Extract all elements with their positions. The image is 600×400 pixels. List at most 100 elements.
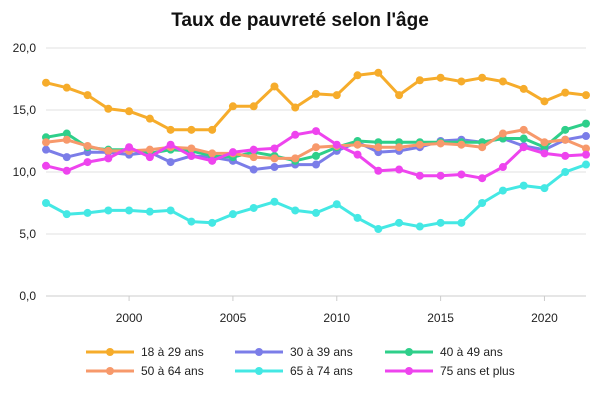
data-point[interactable]: [312, 127, 320, 136]
data-point[interactable]: [42, 78, 50, 87]
data-point[interactable]: [83, 141, 92, 150]
legend-item[interactable]: 40 à 49 ans: [385, 345, 503, 359]
legend-item[interactable]: 65 à 74 ans: [235, 364, 353, 378]
data-point[interactable]: [249, 153, 258, 162]
data-point[interactable]: [83, 158, 92, 167]
data-point[interactable]: [519, 125, 528, 134]
data-point[interactable]: [249, 203, 258, 212]
data-point[interactable]: [540, 184, 549, 193]
data-point[interactable]: [353, 140, 362, 149]
data-point[interactable]: [415, 171, 424, 180]
data-point[interactable]: [187, 151, 196, 160]
data-point[interactable]: [498, 77, 507, 86]
data-point[interactable]: [104, 146, 113, 155]
data-point[interactable]: [270, 163, 279, 172]
data-point[interactable]: [62, 153, 71, 162]
data-point[interactable]: [249, 165, 258, 174]
data-point[interactable]: [62, 135, 71, 144]
data-point[interactable]: [519, 143, 528, 152]
legend-item[interactable]: 18 à 29 ans: [86, 345, 204, 359]
data-point[interactable]: [519, 181, 528, 190]
data-point[interactable]: [374, 225, 383, 234]
data-point[interactable]: [166, 158, 175, 167]
data-point[interactable]: [519, 134, 528, 143]
data-point[interactable]: [582, 132, 590, 141]
data-point[interactable]: [42, 199, 50, 207]
data-point[interactable]: [312, 89, 320, 98]
data-point[interactable]: [582, 119, 590, 128]
data-point[interactable]: [312, 208, 320, 217]
data-point[interactable]: [312, 151, 320, 160]
data-point[interactable]: [208, 218, 217, 227]
data-point[interactable]: [498, 129, 507, 138]
data-point[interactable]: [125, 206, 134, 215]
data-point[interactable]: [291, 130, 300, 139]
data-point[interactable]: [62, 210, 71, 219]
data-point[interactable]: [582, 160, 590, 169]
data-point[interactable]: [498, 163, 507, 172]
data-point[interactable]: [478, 73, 487, 82]
data-point[interactable]: [187, 125, 196, 134]
data-point[interactable]: [83, 91, 92, 100]
data-point[interactable]: [582, 144, 590, 153]
data-point[interactable]: [395, 143, 404, 152]
data-point[interactable]: [104, 154, 113, 163]
data-point[interactable]: [62, 166, 71, 175]
data-point[interactable]: [208, 125, 217, 134]
data-point[interactable]: [62, 83, 71, 92]
legend-item[interactable]: 50 à 64 ans: [86, 364, 204, 378]
data-point[interactable]: [291, 103, 300, 112]
data-point[interactable]: [145, 207, 154, 216]
data-point[interactable]: [415, 140, 424, 149]
data-point[interactable]: [208, 149, 217, 158]
data-point[interactable]: [166, 140, 175, 149]
data-point[interactable]: [374, 143, 383, 152]
data-point[interactable]: [228, 102, 237, 111]
data-point[interactable]: [498, 186, 507, 195]
data-point[interactable]: [561, 125, 570, 134]
data-point[interactable]: [42, 138, 50, 147]
legend-item[interactable]: 30 à 39 ans: [235, 345, 353, 359]
data-point[interactable]: [249, 145, 258, 154]
data-point[interactable]: [249, 102, 258, 111]
data-point[interactable]: [540, 138, 549, 147]
data-point[interactable]: [104, 104, 113, 113]
data-point[interactable]: [540, 97, 549, 106]
data-point[interactable]: [540, 149, 549, 158]
data-point[interactable]: [374, 68, 383, 77]
data-point[interactable]: [561, 168, 570, 176]
data-point[interactable]: [395, 91, 404, 100]
data-point[interactable]: [145, 153, 154, 162]
data-point[interactable]: [125, 107, 134, 116]
data-point[interactable]: [42, 161, 50, 170]
data-point[interactable]: [270, 82, 279, 91]
data-point[interactable]: [478, 199, 487, 207]
data-point[interactable]: [478, 174, 487, 183]
data-point[interactable]: [166, 206, 175, 215]
data-point[interactable]: [270, 197, 279, 206]
data-point[interactable]: [353, 213, 362, 222]
data-point[interactable]: [395, 165, 404, 174]
data-point[interactable]: [561, 135, 570, 144]
data-point[interactable]: [561, 151, 570, 160]
data-point[interactable]: [83, 208, 92, 217]
data-point[interactable]: [582, 150, 590, 159]
data-point[interactable]: [582, 91, 590, 100]
data-point[interactable]: [436, 171, 445, 180]
data-point[interactable]: [436, 139, 445, 148]
data-point[interactable]: [457, 77, 466, 86]
data-point[interactable]: [291, 206, 300, 215]
data-point[interactable]: [332, 200, 341, 209]
data-point[interactable]: [312, 160, 320, 169]
data-point[interactable]: [125, 143, 134, 152]
data-point[interactable]: [415, 76, 424, 85]
data-point[interactable]: [457, 140, 466, 149]
data-point[interactable]: [374, 166, 383, 175]
data-point[interactable]: [62, 129, 71, 138]
data-point[interactable]: [457, 170, 466, 179]
data-point[interactable]: [145, 145, 154, 154]
legend-item[interactable]: 75 ans et plus: [385, 364, 515, 378]
data-point[interactable]: [395, 218, 404, 227]
data-point[interactable]: [457, 218, 466, 227]
data-point[interactable]: [353, 71, 362, 80]
